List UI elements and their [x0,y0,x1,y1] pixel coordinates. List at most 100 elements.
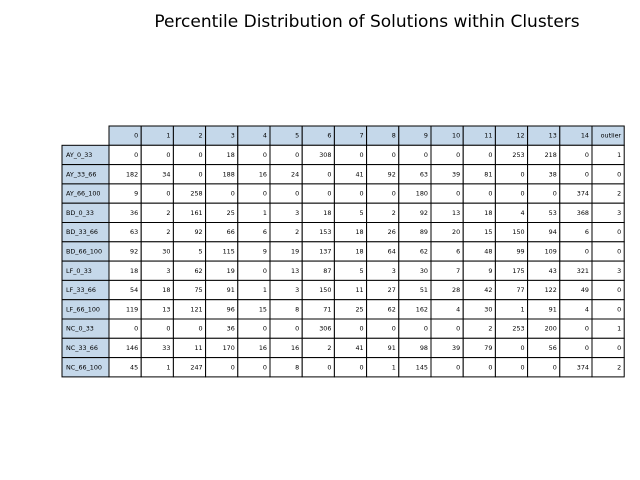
table-cell-value: 5 [360,267,364,275]
table-cell-value: 145 [416,363,428,371]
table-cell-value: 96 [227,305,235,313]
column-header-label: outlier [601,132,622,140]
table-cell-value: 0 [553,363,557,371]
table-cell-value: 26 [388,228,396,236]
table-cell-value: 150 [319,286,331,294]
table-cell-value: 0 [199,151,203,159]
row-header-label: LF_33_66 [66,286,96,294]
table-cell-value: 2 [488,325,492,333]
table-cell-value: 2 [166,209,170,217]
table-cell-value: 79 [484,344,492,352]
table-cell-value: 11 [355,286,363,294]
table-cell-value: 0 [263,363,267,371]
column-header-label: 14 [581,132,589,140]
table-cell-value: 258 [190,190,202,198]
table-cell-value: 175 [512,267,524,275]
row-header-label: NC_66_100 [66,363,102,371]
table-cell-value: 0 [263,325,267,333]
table-cell-value: 306 [319,325,331,333]
column-header-label: 0 [134,132,138,140]
row-header-label: NC_0_33 [66,325,94,333]
table-cell-value: 0 [231,190,235,198]
table-cell-value: 0 [521,190,525,198]
table-cell-value: 8 [295,363,299,371]
table-cell-value: 87 [323,267,331,275]
table-cell-value: 0 [263,151,267,159]
table-cell-value: 27 [388,286,396,294]
table-cell-value: 92 [388,170,396,178]
table-cell-value: 34 [162,170,170,178]
table-cell-value: 92 [130,247,138,255]
table-cell-value: 374 [577,363,589,371]
table-cell-value: 180 [416,190,428,198]
table-cell-value: 0 [585,247,589,255]
column-header-label: 3 [231,132,235,140]
table-cell-value: 3 [166,267,170,275]
row-header-label: LF_0_33 [66,267,92,275]
column-header-label: 7 [360,132,364,140]
table-cell-value: 2 [295,228,299,236]
table-cell-value: 0 [456,325,460,333]
table-cell-value: 119 [126,305,138,313]
table-cell-value: 4 [585,305,589,313]
row-header-label: AY_66_100 [66,190,101,198]
table-cell-value: 0 [488,190,492,198]
table-cell-value: 308 [319,151,331,159]
row-header-label: NC_33_66 [66,344,98,352]
table-cell-value: 146 [126,344,138,352]
table-cell-value: 9 [488,267,492,275]
table-cell-value: 0 [263,190,267,198]
table-cell-value: 0 [456,363,460,371]
table-cell-value: 0 [327,170,331,178]
table-cell-value: 66 [227,228,235,236]
column-header-label: 9 [424,132,428,140]
table-cell-value: 2 [327,344,331,352]
table-cell-value: 36 [130,209,138,217]
table-cell-value: 20 [452,228,460,236]
table-cell-value: 6 [263,228,267,236]
table-cell-value: 0 [553,190,557,198]
table-cell-value: 0 [488,363,492,371]
table-cell-value: 247 [190,363,202,371]
table-cell-value: 0 [424,151,428,159]
table-cell-value: 81 [484,170,492,178]
table-cell-value: 11 [194,344,202,352]
column-header-label: 6 [327,132,331,140]
table-cell-value: 1 [392,363,396,371]
table-cell-value: 91 [549,305,557,313]
table-cell-value: 0 [617,170,621,178]
table-cell-value: 16 [291,344,299,352]
table-cell-value: 0 [424,325,428,333]
table-cell-value: 75 [194,286,202,294]
table-cell-value: 62 [194,267,202,275]
table-cell-value: 0 [585,170,589,178]
table-cell-value: 41 [355,344,363,352]
table-cell-value: 321 [577,267,589,275]
table-cell-value: 18 [355,228,363,236]
table-cell-value: 18 [162,286,170,294]
table-cell-value: 39 [452,344,460,352]
table-cell-value: 94 [549,228,557,236]
table-cell-value: 170 [223,344,235,352]
table-cell-value: 2 [617,363,621,371]
table-cell-value: 30 [162,247,170,255]
table-cell-value: 0 [617,286,621,294]
table-cell-value: 41 [355,170,363,178]
table-cell-value: 18 [355,247,363,255]
table-cell-value: 137 [319,247,331,255]
table-cell-value: 18 [484,209,492,217]
table-cell-value: 122 [545,286,557,294]
table-cell-value: 33 [162,344,170,352]
column-header-label: 11 [484,132,492,140]
table-cell-value: 0 [327,190,331,198]
table-cell-value: 2 [166,228,170,236]
table-cell-value: 91 [388,344,396,352]
table-cell-value: 64 [388,247,396,255]
table-cell-value: 5 [360,209,364,217]
table-cell-value: 19 [291,247,299,255]
table-cell-value: 62 [420,247,428,255]
table-cell-value: 121 [190,305,202,313]
table-cell-value: 0 [585,151,589,159]
table-cell-value: 253 [512,325,524,333]
